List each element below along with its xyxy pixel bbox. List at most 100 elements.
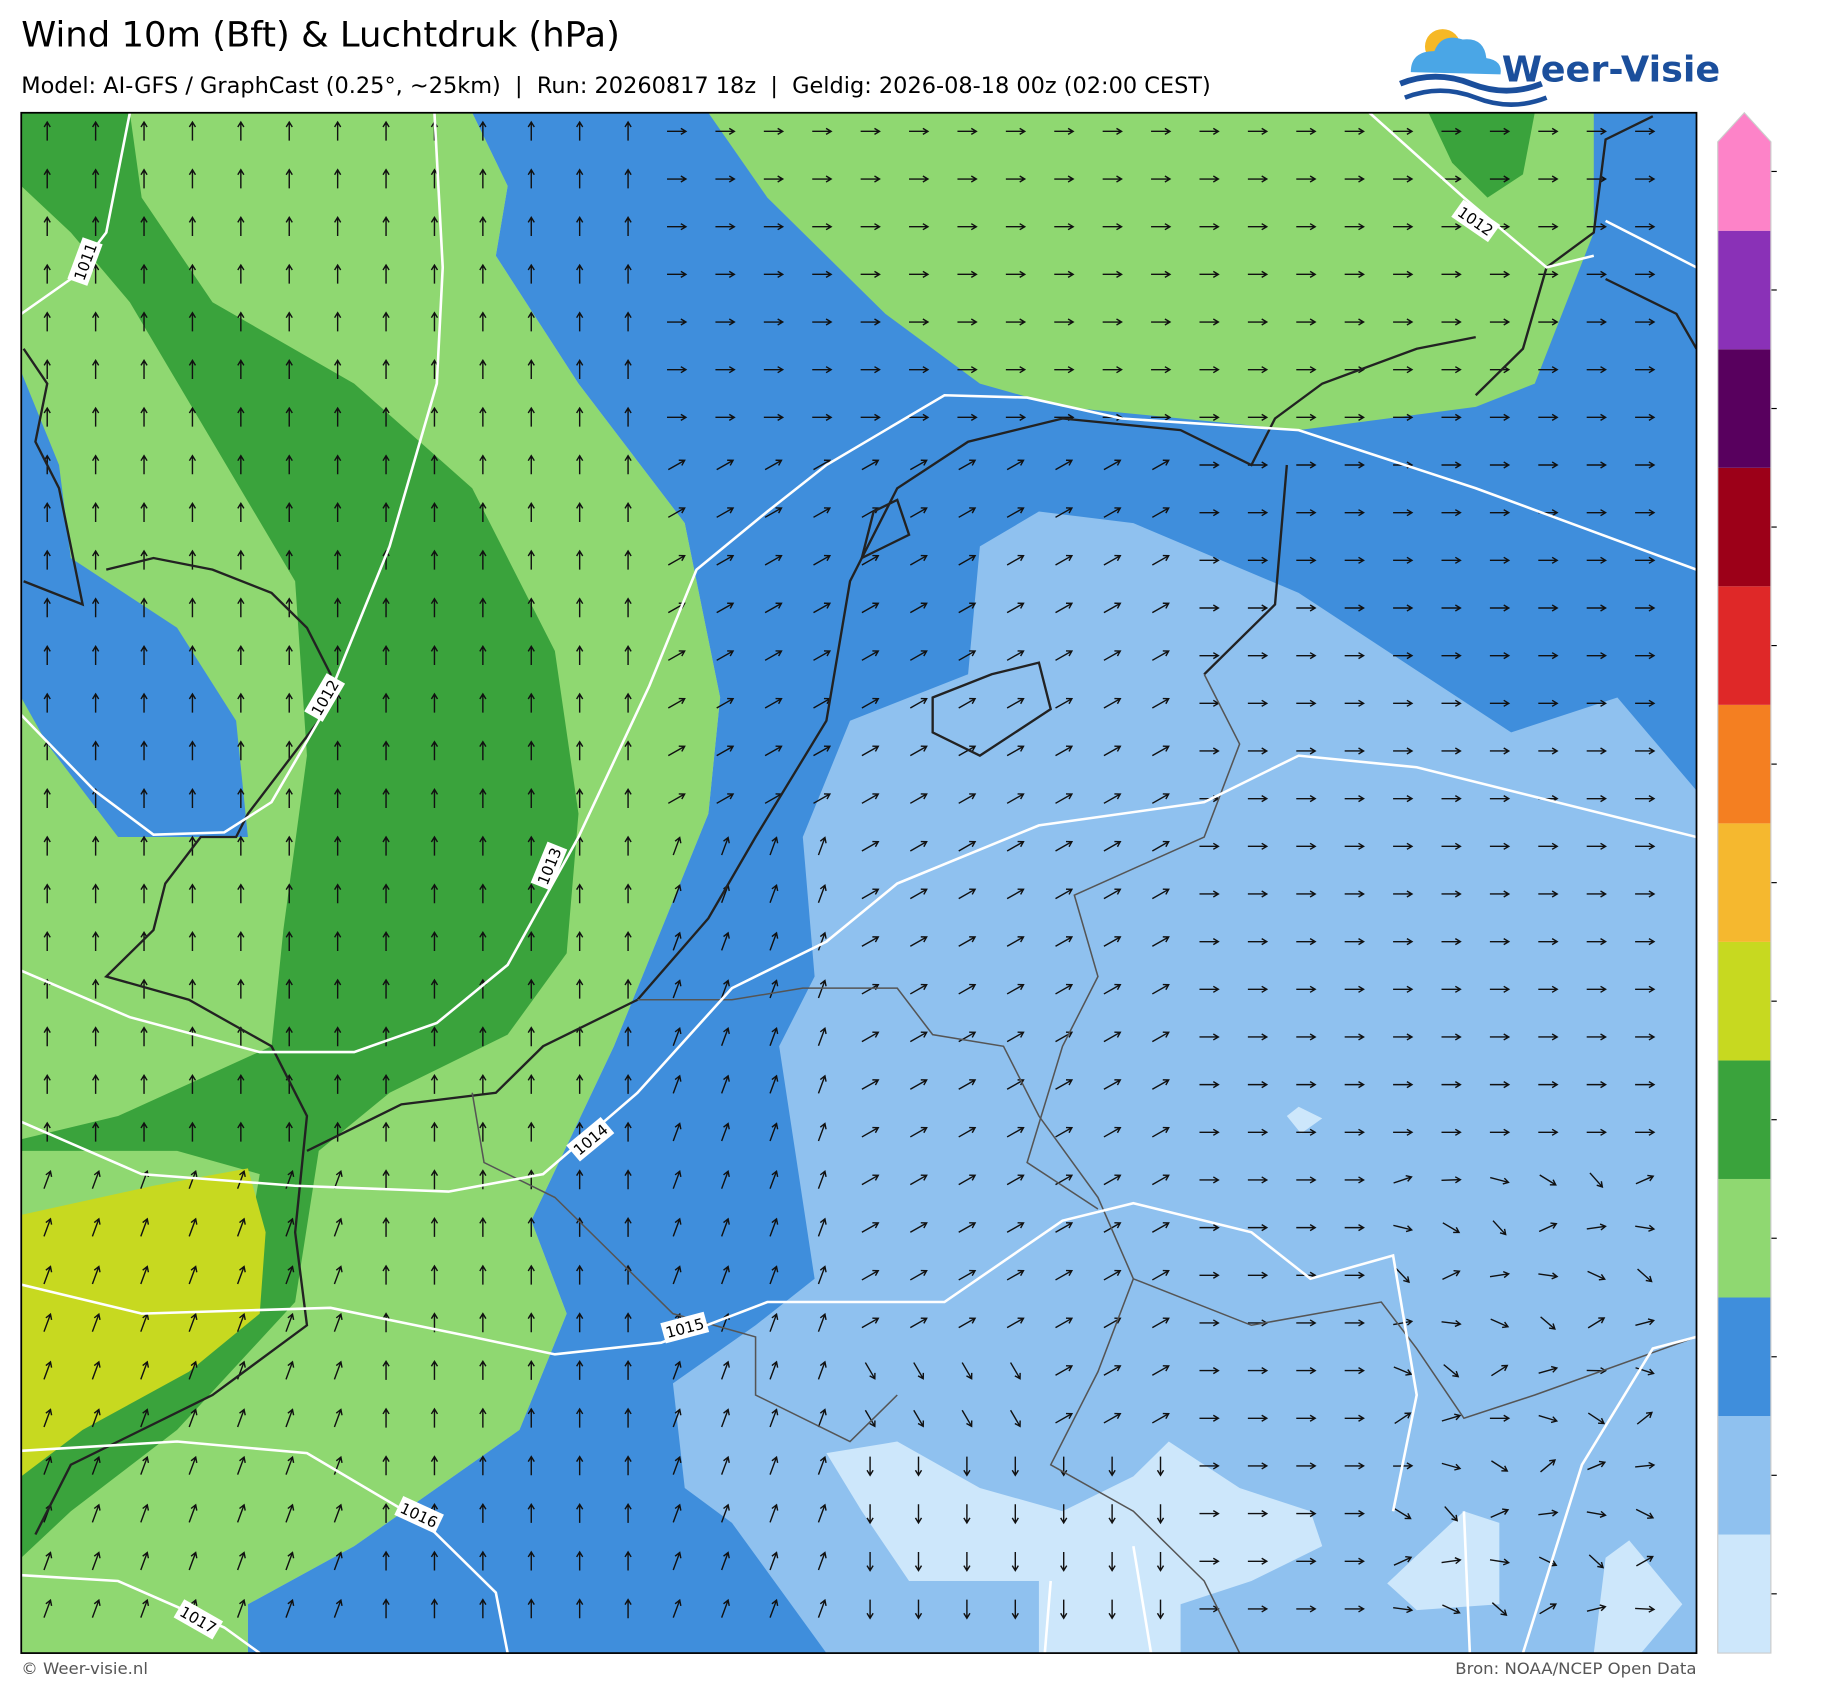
wind-arrow xyxy=(188,1360,198,1380)
wind-arrow xyxy=(236,1551,246,1571)
wind-arrow xyxy=(720,1598,730,1618)
wind-arrow xyxy=(1054,366,1075,374)
wind-arrow xyxy=(527,787,535,808)
wind-arrow xyxy=(1344,1557,1365,1565)
wind-arrow xyxy=(188,216,197,236)
wind-arrow xyxy=(140,311,148,332)
wind-arrow xyxy=(91,1312,101,1332)
wind-arrow xyxy=(140,692,148,713)
wind-arrow xyxy=(43,502,51,522)
wind-arrow xyxy=(914,1551,923,1572)
wind-arrow xyxy=(1156,1551,1165,1572)
wind-arrow xyxy=(764,507,783,518)
wind-arrow xyxy=(1296,890,1317,898)
wind-arrow xyxy=(188,930,197,951)
wind-arrow xyxy=(624,692,632,713)
wind-arrow xyxy=(527,1550,535,1571)
wind-arrow xyxy=(958,1126,977,1138)
wind-arrow xyxy=(720,1217,730,1237)
colorbar-segment xyxy=(1717,1416,1771,1535)
wind-arrow xyxy=(1635,1508,1655,1519)
wind-arrow xyxy=(285,1455,295,1475)
wind-arrow xyxy=(1011,1456,1019,1477)
wind-arrow xyxy=(91,1217,101,1237)
wind-arrow xyxy=(382,930,390,951)
wind-arrow xyxy=(958,1222,977,1233)
wind-arrow xyxy=(382,1169,390,1190)
wind-arrow xyxy=(91,502,100,522)
wind-arrow xyxy=(672,1360,682,1380)
wind-arrow xyxy=(43,787,51,808)
wind-arrow xyxy=(1344,223,1365,231)
wind-arrow xyxy=(43,1073,51,1094)
wind-arrow xyxy=(1006,983,1025,995)
wind-arrow xyxy=(1586,1033,1607,1041)
wind-arrow xyxy=(382,1121,390,1142)
wind-arrow xyxy=(1635,1033,1656,1041)
wind-arrow xyxy=(576,1359,584,1380)
wind-arrow xyxy=(333,1312,343,1332)
wind-arrow xyxy=(333,1551,343,1571)
wind-arrow xyxy=(672,931,682,951)
wind-arrow xyxy=(1296,270,1317,278)
wind-arrow xyxy=(1344,604,1365,612)
wind-arrow xyxy=(720,836,730,856)
wind-arrow xyxy=(1441,890,1462,898)
isobar-label-box xyxy=(660,1311,710,1344)
wind-arrow xyxy=(624,1359,632,1380)
wind-arrow xyxy=(285,359,293,379)
wind-arrow xyxy=(1199,604,1220,612)
wind-arrow xyxy=(333,1455,343,1475)
wind-arrow xyxy=(813,507,832,518)
wind-arrow xyxy=(1296,747,1317,755)
wind-arrow xyxy=(43,930,51,951)
wind-arrow xyxy=(1538,1272,1559,1280)
wind-arrow xyxy=(285,1598,295,1618)
wind-arrow xyxy=(430,787,439,808)
wind-arrow xyxy=(1296,1605,1317,1613)
wind-arrow xyxy=(1393,1224,1414,1233)
wind-arrow xyxy=(1055,602,1074,614)
wind-arrow xyxy=(1247,652,1269,660)
wind-arrow xyxy=(430,454,439,475)
wind-arrow xyxy=(382,263,390,284)
wind-arrow xyxy=(188,1217,198,1237)
wind-arrow xyxy=(1393,1366,1413,1376)
wind-arrow xyxy=(1491,1602,1508,1617)
wind-arrow xyxy=(913,1362,925,1380)
wind-arrow xyxy=(1296,461,1317,469)
wind-arrow xyxy=(1296,318,1317,326)
wind-arrow xyxy=(576,1598,584,1619)
wind-arrow xyxy=(958,936,977,947)
wind-arrow xyxy=(1344,127,1365,135)
wind-arrow xyxy=(333,359,342,379)
wind-arrow xyxy=(285,454,293,475)
wind-arrow xyxy=(1296,1510,1317,1518)
wind-arrow xyxy=(813,745,832,757)
wind-arrow xyxy=(285,168,293,189)
wind-arrow xyxy=(624,549,632,570)
wind-arrow xyxy=(763,127,785,135)
wind-arrow xyxy=(1247,1033,1269,1041)
wind-arrow xyxy=(624,1502,632,1523)
wind-arrow xyxy=(382,120,390,141)
wind-arrow xyxy=(1586,1128,1607,1136)
wind-arrow xyxy=(1587,1460,1607,1471)
wind-arrow xyxy=(667,459,686,471)
wind-arrow xyxy=(1103,1222,1122,1233)
wind-arrow xyxy=(285,597,293,618)
wind-arrow xyxy=(769,836,779,856)
wind-arrow xyxy=(527,1312,535,1333)
wind-arrow xyxy=(1151,223,1172,231)
wind-arrow xyxy=(672,836,682,856)
wind-arrow xyxy=(1538,318,1559,326)
wind-arrow xyxy=(763,270,785,278)
wind-arrow xyxy=(1344,1510,1365,1518)
wind-arrow xyxy=(236,1455,246,1475)
wind-arrow xyxy=(958,602,977,614)
colorbar-segment xyxy=(1717,586,1771,705)
wind-arrow xyxy=(527,216,535,236)
wind-arrow xyxy=(1247,1605,1269,1613)
wind-arrow xyxy=(624,1073,632,1094)
wind-arrow xyxy=(1199,1033,1220,1041)
